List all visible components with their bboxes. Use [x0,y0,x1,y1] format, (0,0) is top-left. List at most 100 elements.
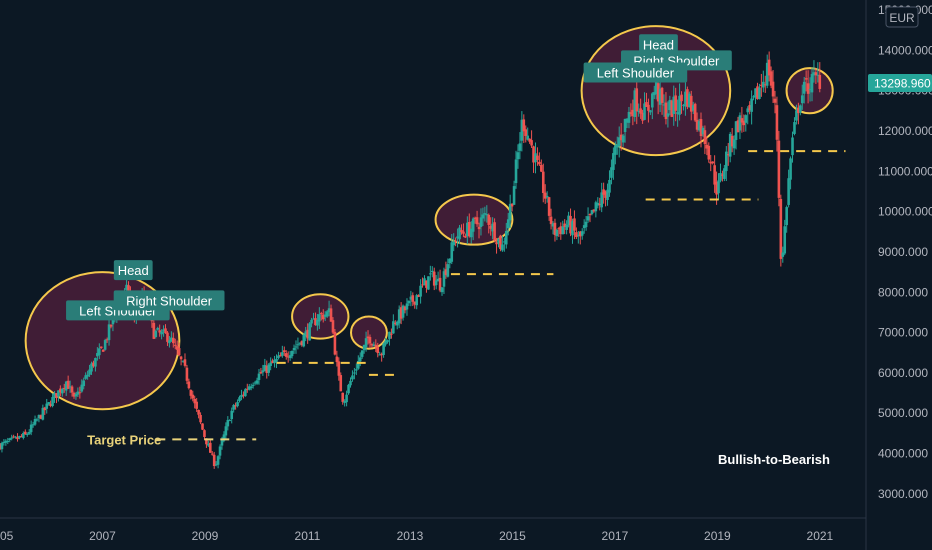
candle-body [321,314,325,320]
candle-body [721,174,724,176]
candle-body [767,59,771,76]
candle-body [429,273,432,275]
candle-body [277,355,280,359]
candle-body [545,195,549,198]
candle-body [99,346,103,348]
candle-body [273,359,276,364]
candle-body [746,108,750,113]
candle-body [629,112,633,114]
candle-body [341,392,345,402]
candle-body [216,456,220,465]
candle-body [214,464,218,466]
candle-body [520,119,524,141]
candle-body [325,311,329,317]
candle-body [518,143,522,151]
y-tick-label: 11000.000 [878,164,932,178]
annotation-bg [639,34,678,55]
candle-body [62,387,66,389]
candle-body [732,139,736,149]
candle-body [201,423,204,430]
candle-body [578,231,582,237]
candle-body [637,110,640,112]
candle-body [493,222,496,241]
candle-body [249,386,253,389]
candle-body [164,328,167,334]
candle-body [814,72,818,76]
candle-body [284,353,288,357]
candle-body [232,405,235,410]
candle-body [440,287,444,293]
candle-body [631,109,635,117]
candle-body [756,86,759,100]
candle-body [49,403,52,406]
candle-body [541,171,545,193]
candle-body [750,98,753,112]
candle-body [127,285,130,293]
candle-body [170,337,173,342]
candle-body [588,214,592,216]
annotation-text: Head [118,263,149,278]
annotation-label: Head [639,34,678,55]
candle-body [563,223,566,227]
candle-body [105,339,109,341]
annotation-bg [113,290,225,311]
candle-body [652,92,656,96]
candle-body [557,228,561,230]
candle-body [6,440,10,443]
candle-body [604,191,607,198]
candle-body [288,355,292,358]
candle-body [777,140,781,198]
pattern-circles [24,25,834,411]
candle-body [384,340,387,345]
candle-body [495,242,498,245]
candle-body [818,75,822,89]
candle-body [444,269,448,275]
candle-body [577,234,580,237]
candle-body [298,342,302,344]
candle-body [512,186,516,205]
x-tick-label: 2017 [602,529,629,543]
candle-body [76,391,80,395]
candle-body [608,179,611,193]
candle-body [343,401,346,403]
candle-body [592,209,596,212]
candle-body [627,111,631,123]
candle-body [43,407,47,411]
candle-body [726,154,730,156]
candle-body [802,81,806,94]
candle-body [345,394,348,403]
candle-body [335,356,339,363]
candle-body [569,215,572,234]
candle-body [240,395,243,398]
currency-button[interactable]: EUR [885,6,919,28]
candle-body [386,339,389,343]
candle-body [253,382,257,384]
candle-body [432,271,436,286]
candle-body [773,98,777,103]
candle-body [717,180,720,194]
candle-body [339,375,343,392]
candle-body [623,118,627,133]
candle-body [543,192,547,199]
candle-body [281,352,284,356]
candle-body [684,91,687,107]
candle-body [506,219,510,229]
candle-body [516,152,520,160]
candle-body [207,443,210,446]
candle-body [261,370,265,373]
candle-body [598,203,602,206]
candle-body [53,393,56,399]
chart-caption: Bullish-to-Bearish [718,452,830,467]
candle-body [154,330,158,338]
candle-body [656,83,660,102]
candle-body [358,357,362,362]
candle-body [534,153,537,163]
candle-body [242,394,245,396]
candle-body [434,280,438,286]
candle-body [286,356,290,358]
annotation-text: Right Shoulder [126,293,213,308]
candle-body [98,348,101,356]
candle-body [466,222,469,237]
candle-body [617,137,621,146]
